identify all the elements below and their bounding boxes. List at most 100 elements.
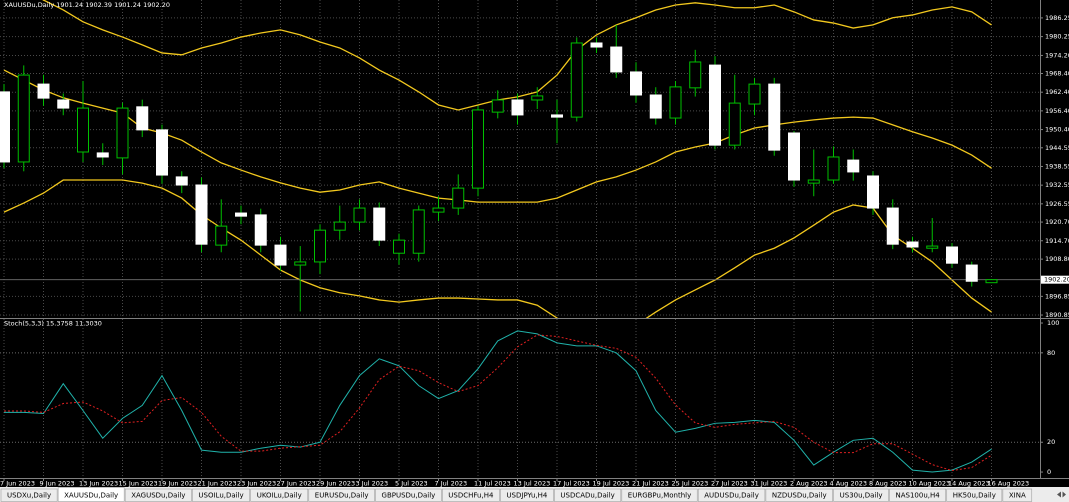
candle-body	[728, 102, 741, 146]
tab-label[interactable]: USDJPYu,H4	[506, 492, 547, 500]
tab[interactable]: EURGBPu,Monthly	[621, 488, 698, 502]
candle-body	[314, 229, 326, 263]
x-tick-label: 21 Jul 2023	[632, 480, 669, 488]
y-tick-label: 20	[1047, 438, 1055, 446]
candle-body	[531, 95, 544, 101]
tab-label[interactable]: XINA	[1009, 492, 1026, 500]
y-tick-label: 1926.55	[1045, 200, 1069, 208]
candle-body	[788, 132, 800, 181]
x-tick-label: 16 Aug 2023	[988, 480, 1030, 488]
candle-body	[353, 207, 366, 223]
stoch-signal-line	[4, 334, 992, 472]
x-tick-label: 25 Jul 2023	[672, 480, 709, 488]
tab[interactable]: XAUUSDu,Daily	[57, 487, 125, 502]
y-tick-label: 1920.70	[1045, 218, 1069, 226]
tab-label[interactable]: USDCADu,Daily	[560, 492, 614, 500]
price-plot	[0, 0, 1040, 318]
x-tick-label: 13 Jun 2023	[79, 480, 118, 488]
tab[interactable]: XAGUSDu,Daily	[124, 488, 192, 502]
tab-label[interactable]: UKOILu,Daily	[257, 492, 302, 500]
candle-body	[570, 42, 583, 118]
tab-label[interactable]: AUDUSDu,Daily	[704, 492, 759, 500]
candle-body	[590, 42, 603, 48]
tab-label[interactable]: HK50u,Daily	[953, 492, 996, 500]
y-tick-label: 1896.85	[1045, 292, 1069, 300]
candle-body	[294, 261, 307, 266]
tab[interactable]: AUDUSDu,Daily	[697, 488, 766, 502]
candle-body	[867, 175, 879, 209]
candle-body	[946, 246, 958, 264]
candle-body	[768, 83, 781, 151]
tab[interactable]: GBPUSDu,Daily	[375, 488, 442, 502]
tab[interactable]: EURUSDu,Daily	[308, 488, 375, 502]
tab-scroll-right[interactable]	[1062, 491, 1067, 498]
y-tick-label: 1962.40	[1045, 88, 1069, 96]
candle-body	[0, 91, 10, 163]
candle-body	[610, 46, 623, 73]
y-tick-label: 1980.25	[1045, 33, 1069, 41]
x-tick-label: 2 Aug 2023	[790, 480, 828, 488]
y-tick-label: 1908.80	[1045, 255, 1069, 263]
tab[interactable]: USDCADu,Daily	[554, 488, 622, 502]
x-tick-label: 7 Jul 2023	[435, 480, 468, 488]
current-price-box	[1041, 275, 1069, 284]
tab-label[interactable]: GBPUSDu,Daily	[382, 492, 436, 500]
x-tick-label: 9 Jun 2023	[40, 480, 75, 488]
tab[interactable]: NZDUSDu,Daily	[765, 488, 833, 502]
tab-label[interactable]: USDCHFu,H4	[448, 492, 494, 500]
y-tick-label: 0	[1047, 468, 1051, 476]
y-tick-label: 1950.40	[1045, 126, 1069, 134]
y-tick-label: 80	[1047, 349, 1055, 357]
x-tick-label: 3 Jul 2023	[356, 480, 389, 488]
candle-body	[965, 264, 978, 282]
candle-body	[235, 212, 247, 217]
candle-body	[472, 109, 484, 189]
tab-label[interactable]: US30u,Daily	[840, 492, 883, 500]
candle-body	[669, 86, 682, 119]
candle-body	[215, 225, 228, 246]
tab[interactable]: US30u,Daily	[833, 488, 889, 502]
tab[interactable]: USOILu,Daily	[192, 488, 251, 502]
candle-body	[195, 184, 208, 245]
bollinger-band	[3, 179, 992, 318]
candle-body	[156, 129, 168, 176]
candle-body	[116, 107, 129, 159]
tab[interactable]: UKOILu,Daily	[250, 488, 309, 502]
x-tick-label: 23 Jun 2023	[237, 480, 276, 488]
candle-body	[886, 207, 899, 245]
tab[interactable]: USDXu,Daily	[0, 488, 58, 502]
bollinger-band	[3, 69, 992, 203]
y-tick-label: 1986.25	[1045, 14, 1069, 22]
tab-label[interactable]: NZDUSDu,Daily	[772, 492, 827, 500]
y-tick-label: 1968.40	[1045, 70, 1069, 78]
tab-label[interactable]: EURGBPu,Monthly	[628, 492, 691, 500]
candle-body	[412, 209, 425, 254]
current-price-label: 1902.20	[1044, 276, 1069, 284]
x-tick-label: 14 Aug 2023	[948, 480, 990, 488]
tab[interactable]: USDCHFu,H4	[441, 488, 500, 502]
stoch-main-line	[4, 330, 992, 473]
y-tick-label: 1974.20	[1045, 51, 1069, 59]
x-tick-label: 8 Aug 2023	[869, 480, 907, 488]
tab[interactable]: HK50u,Daily	[946, 488, 1003, 502]
y-tick-label: 1914.70	[1045, 237, 1069, 245]
candle-body	[57, 99, 70, 109]
tab[interactable]: XINA	[1002, 488, 1033, 502]
tab-label[interactable]: USOILu,Daily	[198, 492, 243, 500]
tab[interactable]: NAS100u,H4	[889, 488, 947, 502]
candle-body	[136, 106, 149, 131]
tab-label[interactable]: NAS100u,H4	[896, 492, 941, 500]
candle-body	[985, 279, 998, 284]
candle-body	[709, 64, 721, 146]
tab-label[interactable]: XAUUSDu,Daily	[64, 492, 118, 500]
tab-label[interactable]: USDXu,Daily	[7, 492, 51, 500]
candle-body	[17, 74, 30, 163]
candle-body	[37, 83, 50, 99]
tab-label[interactable]: EURUSDu,Daily	[315, 492, 369, 500]
tab-label[interactable]: XAGUSDu,Daily	[131, 492, 185, 500]
candle-body	[748, 83, 761, 105]
x-tick-label: 10 Aug 2023	[909, 480, 951, 488]
tab-scroll-left[interactable]	[1057, 491, 1061, 498]
tab[interactable]: USDJPYu,H4	[500, 488, 554, 502]
